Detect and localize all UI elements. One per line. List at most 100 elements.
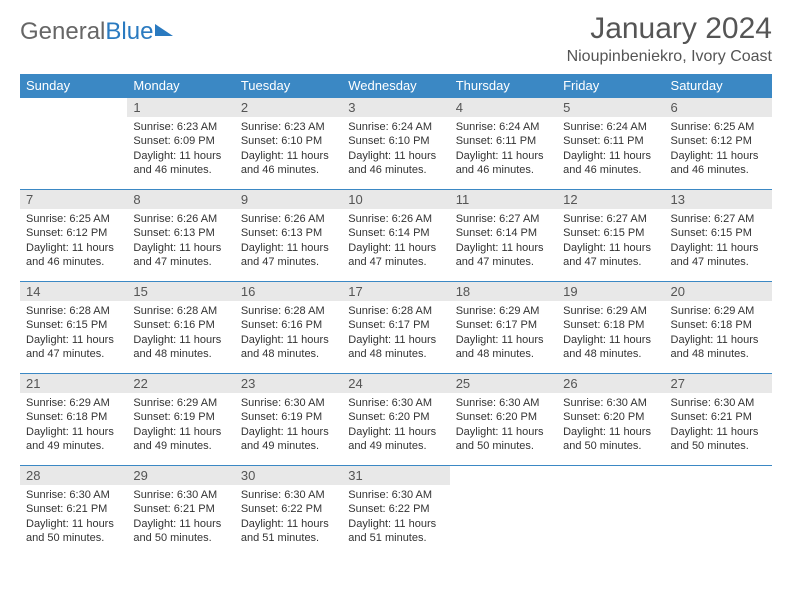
day-content: Sunrise: 6:23 AMSunset: 6:09 PMDaylight:… — [127, 117, 234, 181]
calendar-week: 7Sunrise: 6:25 AMSunset: 6:12 PMDaylight… — [20, 190, 772, 282]
sunset-line: Sunset: 6:18 PM — [563, 318, 658, 332]
weekday-header: Sunday — [20, 74, 127, 98]
sunrise-line: Sunrise: 6:27 AM — [671, 212, 766, 226]
daylight-line: Daylight: 11 hours and 50 minutes. — [133, 517, 228, 546]
day-number: 24 — [342, 374, 449, 393]
calendar-day: 13Sunrise: 6:27 AMSunset: 6:15 PMDayligh… — [665, 190, 772, 282]
calendar-day: 12Sunrise: 6:27 AMSunset: 6:15 PMDayligh… — [557, 190, 664, 282]
day-number: 17 — [342, 282, 449, 301]
calendar-table: SundayMondayTuesdayWednesdayThursdayFrid… — [20, 74, 772, 558]
day-number: 16 — [235, 282, 342, 301]
sunset-line: Sunset: 6:14 PM — [348, 226, 443, 240]
calendar-day: 27Sunrise: 6:30 AMSunset: 6:21 PMDayligh… — [665, 374, 772, 466]
sunset-line: Sunset: 6:09 PM — [133, 134, 228, 148]
sunset-line: Sunset: 6:18 PM — [26, 410, 121, 424]
daylight-line: Daylight: 11 hours and 46 minutes. — [26, 241, 121, 270]
sunset-line: Sunset: 6:18 PM — [671, 318, 766, 332]
day-content: Sunrise: 6:24 AMSunset: 6:11 PMDaylight:… — [557, 117, 664, 181]
day-number: 13 — [665, 190, 772, 209]
day-content: Sunrise: 6:30 AMSunset: 6:20 PMDaylight:… — [450, 393, 557, 457]
daylight-line: Daylight: 11 hours and 51 minutes. — [241, 517, 336, 546]
sunrise-line: Sunrise: 6:27 AM — [456, 212, 551, 226]
calendar-day: 15Sunrise: 6:28 AMSunset: 6:16 PMDayligh… — [127, 282, 234, 374]
sunrise-line: Sunrise: 6:30 AM — [348, 396, 443, 410]
day-content: Sunrise: 6:23 AMSunset: 6:10 PMDaylight:… — [235, 117, 342, 181]
sunrise-line: Sunrise: 6:29 AM — [133, 396, 228, 410]
sunset-line: Sunset: 6:14 PM — [456, 226, 551, 240]
calendar-day: 25Sunrise: 6:30 AMSunset: 6:20 PMDayligh… — [450, 374, 557, 466]
daylight-line: Daylight: 11 hours and 51 minutes. — [348, 517, 443, 546]
sunrise-line: Sunrise: 6:28 AM — [241, 304, 336, 318]
day-content: Sunrise: 6:28 AMSunset: 6:16 PMDaylight:… — [127, 301, 234, 365]
calendar-empty — [665, 466, 772, 558]
sunrise-line: Sunrise: 6:28 AM — [133, 304, 228, 318]
day-number: 11 — [450, 190, 557, 209]
calendar-day: 21Sunrise: 6:29 AMSunset: 6:18 PMDayligh… — [20, 374, 127, 466]
daylight-line: Daylight: 11 hours and 46 minutes. — [133, 149, 228, 178]
daylight-line: Daylight: 11 hours and 50 minutes. — [26, 517, 121, 546]
day-content: Sunrise: 6:29 AMSunset: 6:18 PMDaylight:… — [20, 393, 127, 457]
calendar-day: 18Sunrise: 6:29 AMSunset: 6:17 PMDayligh… — [450, 282, 557, 374]
day-content: Sunrise: 6:27 AMSunset: 6:14 PMDaylight:… — [450, 209, 557, 273]
day-content: Sunrise: 6:28 AMSunset: 6:17 PMDaylight:… — [342, 301, 449, 365]
sunrise-line: Sunrise: 6:24 AM — [348, 120, 443, 134]
sunset-line: Sunset: 6:13 PM — [241, 226, 336, 240]
brand-logo: GeneralBlue — [20, 12, 173, 46]
sunset-line: Sunset: 6:15 PM — [26, 318, 121, 332]
calendar-empty — [20, 98, 127, 190]
sunrise-line: Sunrise: 6:26 AM — [241, 212, 336, 226]
daylight-line: Daylight: 11 hours and 47 minutes. — [671, 241, 766, 270]
calendar-day: 26Sunrise: 6:30 AMSunset: 6:20 PMDayligh… — [557, 374, 664, 466]
calendar-week: 1Sunrise: 6:23 AMSunset: 6:09 PMDaylight… — [20, 98, 772, 190]
calendar-day: 10Sunrise: 6:26 AMSunset: 6:14 PMDayligh… — [342, 190, 449, 282]
calendar-day: 19Sunrise: 6:29 AMSunset: 6:18 PMDayligh… — [557, 282, 664, 374]
sunset-line: Sunset: 6:19 PM — [133, 410, 228, 424]
daylight-line: Daylight: 11 hours and 49 minutes. — [26, 425, 121, 454]
daylight-line: Daylight: 11 hours and 46 minutes. — [671, 149, 766, 178]
day-number: 7 — [20, 190, 127, 209]
day-content: Sunrise: 6:26 AMSunset: 6:13 PMDaylight:… — [235, 209, 342, 273]
weekday-header: Saturday — [665, 74, 772, 98]
title-block: January 2024 Nioupinbeniekro, Ivory Coas… — [567, 12, 772, 66]
daylight-line: Daylight: 11 hours and 47 minutes. — [456, 241, 551, 270]
sunset-line: Sunset: 6:21 PM — [26, 502, 121, 516]
sunset-line: Sunset: 6:21 PM — [671, 410, 766, 424]
day-content: Sunrise: 6:25 AMSunset: 6:12 PMDaylight:… — [665, 117, 772, 181]
sunrise-line: Sunrise: 6:29 AM — [563, 304, 658, 318]
day-number: 26 — [557, 374, 664, 393]
calendar-empty — [557, 466, 664, 558]
day-content: Sunrise: 6:30 AMSunset: 6:20 PMDaylight:… — [557, 393, 664, 457]
sunrise-line: Sunrise: 6:30 AM — [26, 488, 121, 502]
day-number: 5 — [557, 98, 664, 117]
calendar-day: 29Sunrise: 6:30 AMSunset: 6:21 PMDayligh… — [127, 466, 234, 558]
calendar-head: SundayMondayTuesdayWednesdayThursdayFrid… — [20, 74, 772, 98]
daylight-line: Daylight: 11 hours and 50 minutes. — [456, 425, 551, 454]
sunrise-line: Sunrise: 6:29 AM — [26, 396, 121, 410]
sunset-line: Sunset: 6:17 PM — [456, 318, 551, 332]
calendar-day: 20Sunrise: 6:29 AMSunset: 6:18 PMDayligh… — [665, 282, 772, 374]
sunset-line: Sunset: 6:11 PM — [563, 134, 658, 148]
daylight-line: Daylight: 11 hours and 47 minutes. — [26, 333, 121, 362]
daylight-line: Daylight: 11 hours and 47 minutes. — [133, 241, 228, 270]
calendar-day: 23Sunrise: 6:30 AMSunset: 6:19 PMDayligh… — [235, 374, 342, 466]
day-content: Sunrise: 6:30 AMSunset: 6:21 PMDaylight:… — [665, 393, 772, 457]
daylight-line: Daylight: 11 hours and 46 minutes. — [241, 149, 336, 178]
month-title: January 2024 — [567, 12, 772, 46]
sunrise-line: Sunrise: 6:23 AM — [241, 120, 336, 134]
sunset-line: Sunset: 6:16 PM — [241, 318, 336, 332]
calendar-day: 8Sunrise: 6:26 AMSunset: 6:13 PMDaylight… — [127, 190, 234, 282]
sunrise-line: Sunrise: 6:26 AM — [133, 212, 228, 226]
daylight-line: Daylight: 11 hours and 46 minutes. — [348, 149, 443, 178]
day-number: 25 — [450, 374, 557, 393]
calendar-day: 1Sunrise: 6:23 AMSunset: 6:09 PMDaylight… — [127, 98, 234, 190]
day-number: 18 — [450, 282, 557, 301]
day-number: 21 — [20, 374, 127, 393]
daylight-line: Daylight: 11 hours and 50 minutes. — [671, 425, 766, 454]
day-content: Sunrise: 6:30 AMSunset: 6:21 PMDaylight:… — [20, 485, 127, 549]
sunset-line: Sunset: 6:21 PM — [133, 502, 228, 516]
sunrise-line: Sunrise: 6:28 AM — [348, 304, 443, 318]
daylight-line: Daylight: 11 hours and 48 minutes. — [241, 333, 336, 362]
sunset-line: Sunset: 6:12 PM — [26, 226, 121, 240]
day-content: Sunrise: 6:30 AMSunset: 6:22 PMDaylight:… — [342, 485, 449, 549]
day-number: 2 — [235, 98, 342, 117]
